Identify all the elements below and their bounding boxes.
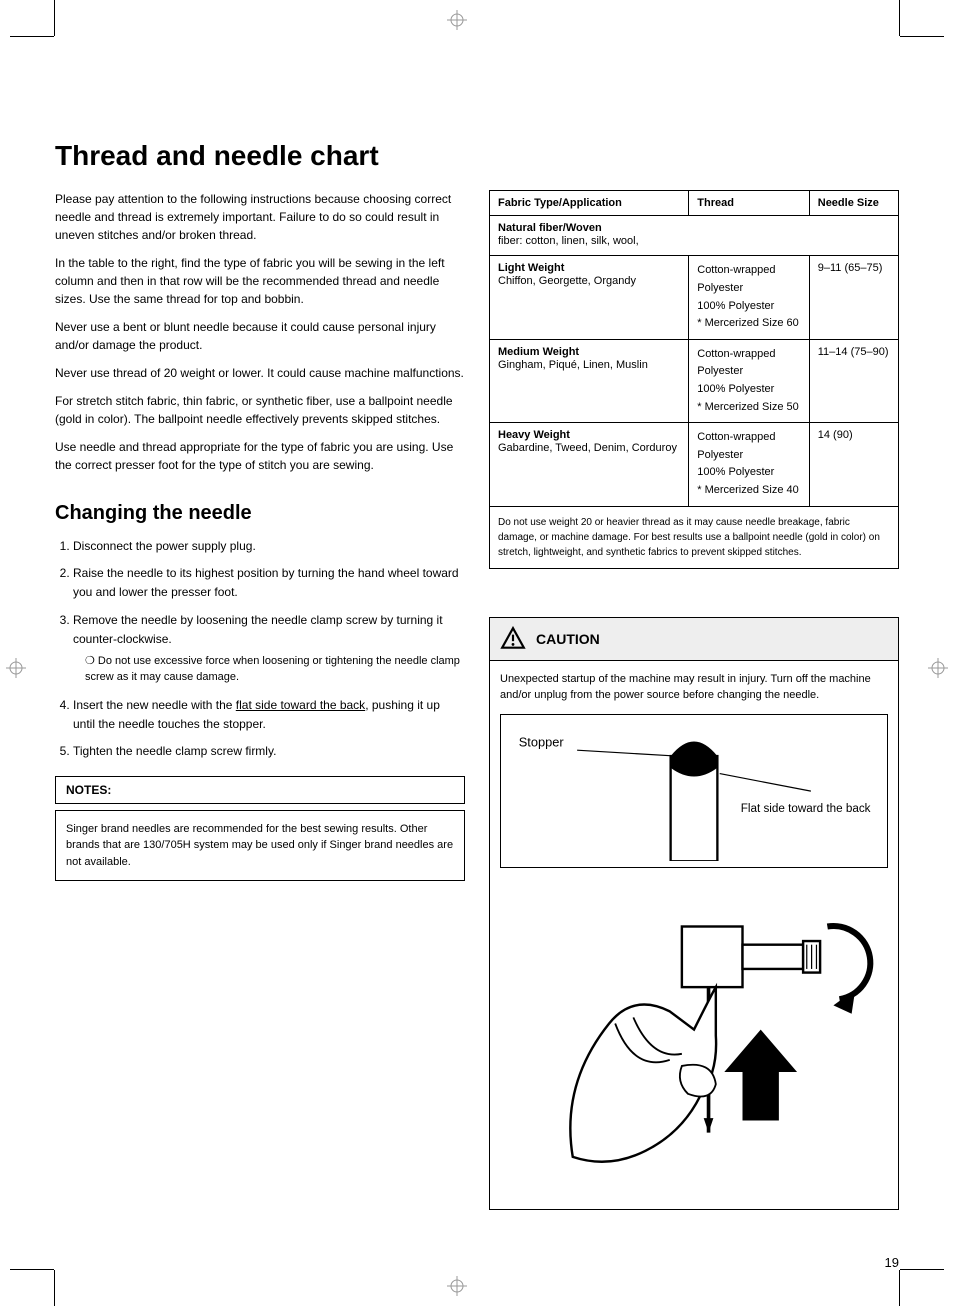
step-5: Tighten the needle clamp screw firmly. — [73, 742, 465, 761]
table-row: Medium WeightGingham, Piqué, Linen, Musl… — [490, 339, 899, 422]
table-header: Fabric Type/Application — [490, 191, 689, 216]
notes-body: Singer brand needles are recommended for… — [55, 810, 465, 882]
step-4: Insert the new needle with the flat side… — [73, 696, 465, 734]
step-2: Raise the needle to its highest position… — [73, 564, 465, 602]
table-header: Needle Size — [809, 191, 898, 216]
needle-insert-figure — [500, 878, 888, 1199]
step-1: Disconnect the power supply plug. — [73, 537, 465, 556]
thread-needle-table: Fabric Type/Application Thread Needle Si… — [489, 190, 899, 507]
intro-paragraph: Never use a bent or blunt needle because… — [55, 318, 465, 354]
caution-text: Unexpected startup of the machine may re… — [500, 671, 888, 704]
notes-label: NOTES: — [55, 776, 465, 804]
intro-paragraph: Please pay attention to the following in… — [55, 190, 465, 244]
intro-paragraph: In the table to the right, find the type… — [55, 254, 465, 308]
caution-box: CAUTION Unexpected startup of the machin… — [489, 617, 899, 1210]
table-row: Natural fiber/Woven fiber: cotton, linen… — [490, 216, 899, 256]
warning-icon — [500, 626, 526, 652]
intro-paragraph: Never use thread of 20 weight or lower. … — [55, 364, 465, 382]
intro-paragraph: For stretch stitch fabric, thin fabric, … — [55, 392, 465, 428]
table-row: Light WeightChiffon, Georgette, Organdy … — [490, 256, 899, 339]
table-header: Thread — [689, 191, 810, 216]
step-3-hint: Do not use excessive force when loosenin… — [85, 653, 465, 686]
svg-text:Stopper: Stopper — [519, 734, 565, 749]
changing-needle-heading: Changing the needle — [55, 502, 465, 525]
step-3: Remove the needle by loosening the needl… — [73, 611, 465, 686]
table-footnote: Do not use weight 20 or heavier thread a… — [489, 507, 899, 569]
intro-paragraph: Use needle and thread appropriate for th… — [55, 438, 465, 474]
table-row: Heavy WeightGabardine, Tweed, Denim, Cor… — [490, 423, 899, 506]
page-number: 19 — [885, 1255, 899, 1270]
svg-text:Flat side toward the back: Flat side toward the back — [741, 802, 871, 815]
needle-top-figure: Stopper Flat side toward the back — [500, 714, 888, 868]
page-title: Thread and needle chart — [55, 140, 899, 172]
caution-label: CAUTION — [536, 631, 600, 647]
